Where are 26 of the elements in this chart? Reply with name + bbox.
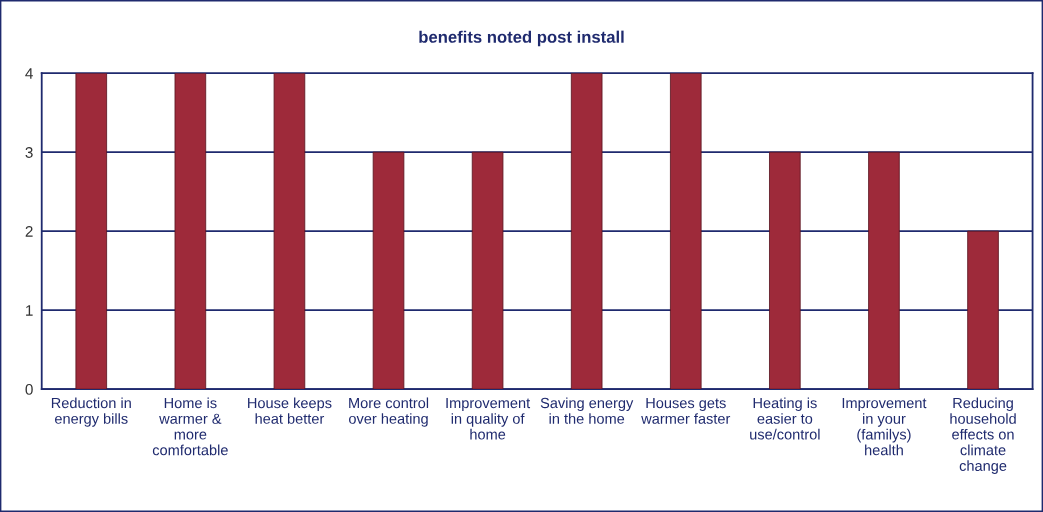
y-tick-label: 0 [25,383,33,395]
x-tick-label: House keeps heat better [248,397,332,424]
y-tick-label: 3 [25,147,33,158]
bar [868,151,900,390]
y-tick-label: 4 [25,68,33,79]
y-tick-label: 1 [26,305,33,316]
bar [273,73,306,390]
bar [372,151,405,390]
x-tick-label: Home is warmer & more comfortable [152,397,228,456]
bar [570,73,603,390]
x-tick-label: More control over heating [349,397,429,427]
bar [471,151,504,390]
x-tick-label: Improvement in quality of home [446,397,531,440]
bar [769,151,801,390]
x-tick-label: Saving energy in the home [540,397,634,424]
x-tick-label: Heating is easier to use/control [750,397,820,440]
bar [669,73,702,390]
bar [174,73,207,390]
bar [75,73,108,390]
x-tick-label: Improvement in your (familys) health [842,397,927,456]
y-tick-label: 2 [25,226,33,237]
x-tick-label: Houses gets warmer faster [641,397,731,424]
x-tick-label: Reducing household effects on climate change [950,397,1016,474]
chart-title: benefits noted post install [419,30,624,47]
x-tick-label: Reduction in energy bills [51,397,131,427]
bar [967,230,999,390]
